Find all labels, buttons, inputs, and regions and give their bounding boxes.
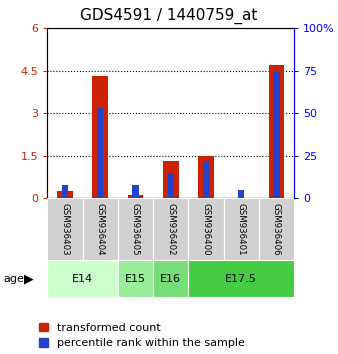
Bar: [238, 190, 244, 198]
Bar: [188, 260, 294, 297]
Text: ▶: ▶: [24, 272, 33, 285]
Bar: [153, 198, 188, 260]
Bar: [198, 156, 214, 198]
Bar: [188, 198, 223, 260]
Bar: [153, 260, 188, 297]
Bar: [127, 195, 143, 198]
Bar: [203, 161, 209, 198]
Bar: [268, 64, 284, 198]
Text: age: age: [3, 274, 24, 284]
Bar: [118, 260, 153, 297]
Text: GDS4591 / 1440759_at: GDS4591 / 1440759_at: [80, 8, 258, 24]
Text: GSM936403: GSM936403: [61, 202, 69, 255]
Bar: [223, 198, 259, 260]
Legend: transformed count, percentile rank within the sample: transformed count, percentile rank withi…: [39, 322, 245, 348]
Bar: [132, 185, 139, 198]
Text: GSM936406: GSM936406: [272, 202, 281, 255]
Bar: [273, 71, 280, 198]
Text: GSM936402: GSM936402: [166, 202, 175, 255]
Bar: [82, 198, 118, 260]
Bar: [118, 198, 153, 260]
Bar: [168, 173, 174, 198]
Text: E16: E16: [160, 274, 181, 284]
Bar: [92, 76, 108, 198]
Bar: [57, 191, 73, 198]
Bar: [259, 198, 294, 260]
Text: GSM936400: GSM936400: [201, 202, 211, 255]
Bar: [62, 185, 68, 198]
Text: GSM936404: GSM936404: [96, 202, 105, 255]
Bar: [163, 161, 178, 198]
Bar: [97, 108, 103, 198]
Text: GSM936401: GSM936401: [237, 202, 246, 255]
Text: E17.5: E17.5: [225, 274, 257, 284]
Text: E14: E14: [72, 274, 93, 284]
Bar: [47, 260, 118, 297]
Text: GSM936405: GSM936405: [131, 202, 140, 255]
Bar: [47, 198, 82, 260]
Text: E15: E15: [125, 274, 146, 284]
